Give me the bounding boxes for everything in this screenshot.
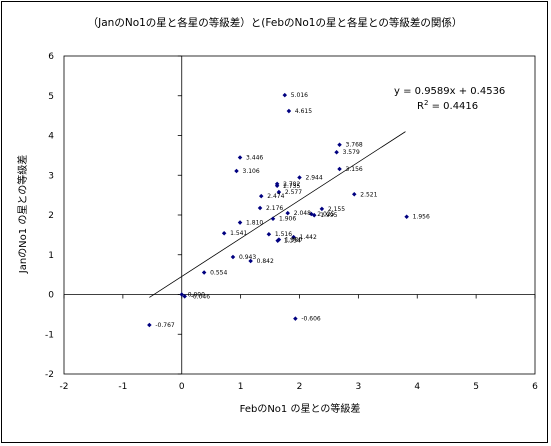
data-point (351, 192, 357, 197)
data-label: 2.474 (267, 193, 284, 200)
y-axis-label: JanのNo1 の星との等級差 (16, 155, 29, 274)
y-tick-labels: -2 -1 0 1 2 3 4 5 6 (45, 52, 54, 380)
chart-title: （JanのNo1の星と各星の等級差）と(FebのNo1の星と各星との等級差の関係… (88, 16, 463, 29)
y-tick-label: 1 (48, 251, 54, 261)
x-tick-label: 4 (414, 382, 420, 392)
data-point (291, 234, 296, 240)
data-label: 1.516 (275, 231, 292, 238)
data-point (286, 108, 292, 114)
data-label: 1.380 (285, 237, 302, 244)
data-label: 4.615 (295, 108, 312, 115)
data-label: 2.944 (306, 174, 323, 181)
data-point (234, 168, 239, 174)
x-tick-label: 3 (356, 382, 362, 392)
y-tick-label: -2 (45, 370, 54, 380)
data-label: 0.554 (210, 269, 227, 276)
r-squared-value: = 0.4416 (428, 101, 478, 112)
data-label: 1.810 (246, 220, 263, 227)
data-label: 2.782 (283, 181, 300, 188)
data-label: 1.354 (284, 238, 301, 245)
data-label: -0.767 (155, 322, 175, 329)
data-label: 2.048 (294, 210, 311, 217)
data-point (319, 206, 325, 212)
data-label: 1.541 (230, 230, 247, 237)
y-tick-label: 5 (48, 92, 54, 102)
data-point (282, 92, 288, 98)
data-label: 0.943 (239, 254, 256, 261)
data-label: 0.842 (257, 258, 274, 265)
x-tick-label: -2 (60, 382, 69, 392)
data-label: 1.442 (300, 234, 317, 241)
r-squared-sup: 2 (424, 99, 428, 107)
x-tick-label: 6 (532, 382, 538, 392)
x-tick-labels: -2 -1 0 1 2 3 4 5 6 (60, 382, 539, 392)
data-label: 3.579 (343, 149, 360, 156)
data-point (182, 294, 187, 299)
data-label: 2.735 (283, 183, 300, 190)
trendline (149, 131, 406, 298)
data-label: 2.025 (317, 211, 334, 218)
y-tick-label: 3 (48, 171, 54, 181)
data-point (237, 220, 243, 225)
r-squared: R2 = 0.4416 (417, 99, 478, 112)
data-point (266, 231, 272, 237)
data-point (311, 212, 317, 218)
data-label: 2.176 (266, 205, 283, 212)
y-tick-label: 2 (48, 211, 54, 221)
x-tick-label: -1 (118, 382, 127, 392)
r-squared-prefix: R (417, 101, 424, 112)
data-label: 2.577 (285, 189, 302, 196)
x-tick-label: 0 (179, 382, 185, 392)
y-tick-label: 0 (48, 291, 54, 301)
data-label: 3.106 (243, 168, 260, 175)
data-point (237, 155, 243, 160)
data-point (337, 166, 342, 172)
x-tick-label: 2 (297, 382, 303, 392)
x-tick-label: 5 (473, 382, 479, 392)
data-point (297, 175, 302, 180)
data-label: -0.046 (191, 293, 211, 300)
data-point (285, 210, 290, 216)
data-point (337, 142, 342, 147)
y-tick-label: 6 (48, 52, 54, 62)
data-point (179, 292, 185, 297)
y-tick-label: -1 (45, 330, 54, 340)
trendline-equation: y = 0.9589x + 0.4536 (394, 86, 505, 97)
data-point (230, 254, 236, 260)
data-point (147, 322, 152, 328)
y-tick-label: 4 (48, 132, 54, 142)
data-point (404, 214, 409, 220)
axes (63, 55, 536, 375)
data-label: 3.156 (346, 166, 363, 173)
data-label: 1.906 (279, 216, 296, 223)
data-label: -0.606 (301, 316, 321, 323)
data-point (221, 230, 227, 236)
data-point (258, 193, 264, 199)
data-point (257, 205, 263, 211)
plot-area-border (63, 55, 536, 375)
data-point (270, 216, 276, 221)
data-point (293, 316, 298, 321)
x-tick-label: 1 (238, 382, 244, 392)
data-point (276, 237, 282, 242)
data-label: 1.956 (413, 214, 430, 221)
data-label: 2.155 (328, 206, 345, 213)
data-label: 0.000 (188, 292, 205, 299)
data-point (276, 189, 282, 195)
data-label: 1.995 (320, 212, 337, 219)
data-label: 3.768 (346, 142, 363, 149)
data-label: 2.521 (360, 191, 377, 198)
data-point (334, 149, 339, 155)
data-label: 5.016 (291, 92, 308, 99)
x-axis-label: FebのNo1 の星との等級差 (240, 402, 361, 415)
data-label: 3.446 (246, 155, 263, 162)
data-point (201, 270, 207, 275)
